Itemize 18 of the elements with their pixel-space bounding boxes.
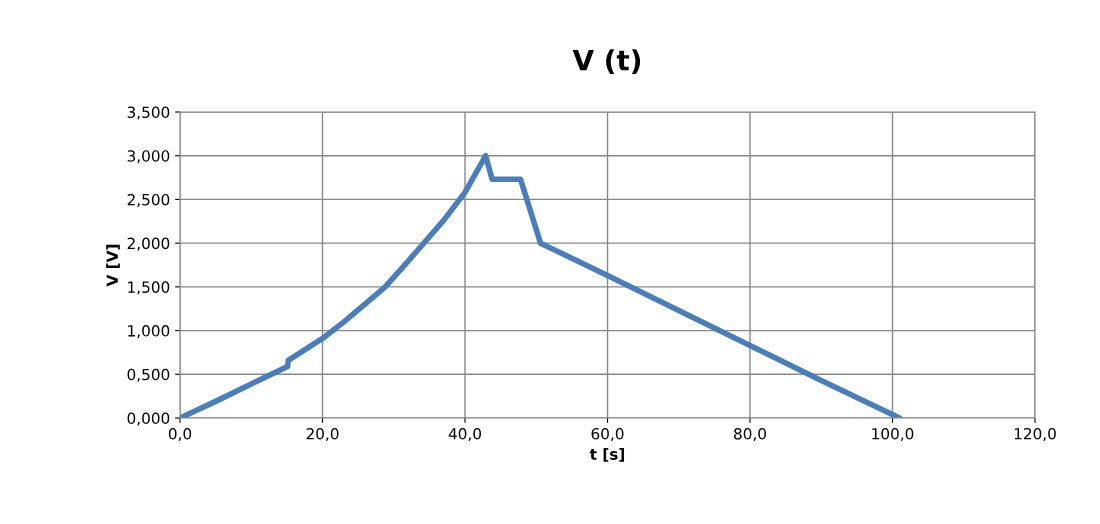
y-axis-title: V [V] <box>106 244 120 287</box>
y-tick-label: 3,000 <box>127 150 170 164</box>
x-tick-label: 120,0 <box>1014 427 1056 442</box>
y-tick-label: 0,000 <box>127 412 170 426</box>
x-tick-label: 60,0 <box>591 427 624 442</box>
y-tick-label: 1,500 <box>128 281 170 295</box>
y-tick-label: 2,500 <box>127 193 170 208</box>
y-tick-label: 3,500 <box>127 106 170 120</box>
x-axis-title: t [s] <box>589 448 625 462</box>
x-tick-label: 80,0 <box>734 427 766 442</box>
x-tick-label: 40,0 <box>448 427 481 442</box>
y-tick-label: 2,000 <box>127 237 170 251</box>
x-tick-label: 0,0 <box>168 427 192 442</box>
chart-title: V (t) <box>572 49 641 74</box>
x-tick-label: 100,0 <box>872 427 914 442</box>
y-tick-label: 1,000 <box>128 325 170 339</box>
x-tick-label: 20,0 <box>306 427 339 442</box>
y-tick-label: 0,500 <box>127 368 170 382</box>
